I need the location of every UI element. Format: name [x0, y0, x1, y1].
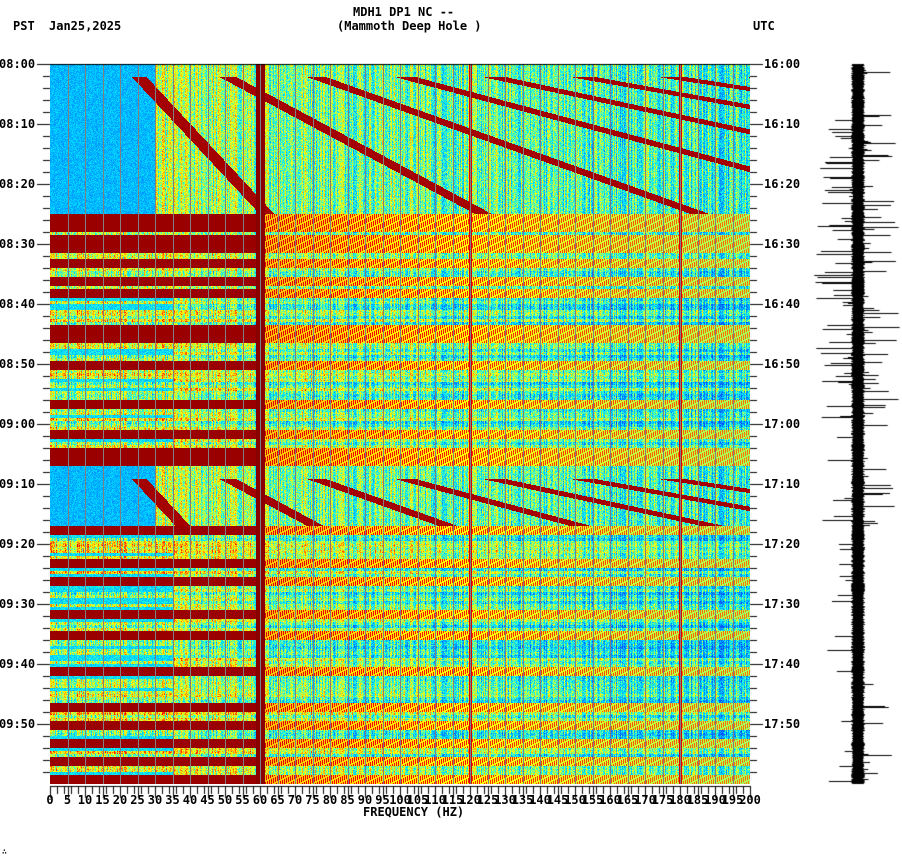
x-tick-label: 100: [389, 793, 411, 807]
x-tick-label: 15: [95, 793, 110, 807]
x-tick-label: 50: [217, 793, 233, 807]
x-tick-label: 165: [616, 793, 639, 807]
x-tick-label: 55: [235, 793, 250, 807]
y-tick-label-utc: 16:20: [764, 177, 801, 191]
x-tick-label: 65: [270, 793, 285, 807]
corner-mark: ∴: [2, 847, 7, 856]
x-tick-label: 45: [200, 793, 215, 807]
x-tick-label: 200: [739, 793, 761, 807]
y-tick-label-pst: 09:10: [0, 477, 36, 491]
x-tick-label: 140: [529, 793, 551, 807]
x-tick-label: 150: [564, 793, 586, 807]
x-tick-label: 120: [459, 793, 481, 807]
x-tick-label: 40: [182, 793, 198, 807]
x-tick-label: 110: [424, 793, 446, 807]
y-tick-label-pst: 09:20: [0, 537, 36, 551]
x-tick-label: 10: [77, 793, 93, 807]
x-axis-title: FREQUENCY (HZ): [363, 805, 465, 819]
y-tick-label-utc: 16:10: [764, 117, 801, 131]
x-tick-label: 75: [305, 793, 320, 807]
y-tick-label-utc: 17:10: [764, 477, 801, 491]
y-tick-label-pst: 08:10: [0, 117, 36, 131]
y-tick-label-utc: 16:00: [764, 57, 801, 71]
y-tick-label-utc: 17:30: [764, 597, 801, 611]
y-tick-label-pst: 08:40: [0, 297, 36, 311]
x-tick-label: 90: [357, 793, 373, 807]
x-tick-label: 0: [46, 793, 54, 807]
x-tick-label: 25: [130, 793, 145, 807]
x-tick-label: 35: [165, 793, 180, 807]
x-tick-label: 185: [686, 793, 709, 807]
x-tick-label: 85: [340, 793, 355, 807]
y-tick-label-pst: 09:30: [0, 597, 36, 611]
y-tick-label-utc: 16:30: [764, 237, 801, 251]
y-tick-label-utc: 16:40: [764, 297, 801, 311]
x-tick-label: 135: [511, 793, 534, 807]
x-tick-label: 30: [147, 793, 163, 807]
x-tick-label: 60: [252, 793, 268, 807]
x-tick-label: 130: [494, 793, 516, 807]
x-tick-label: 170: [634, 793, 656, 807]
x-tick-label: 5: [63, 793, 72, 807]
y-tick-label-utc: 16:50: [764, 357, 801, 371]
y-tick-label-pst: 08:00: [0, 57, 36, 71]
x-tick-label: 105: [406, 793, 429, 807]
y-tick-label-pst: 09:00: [0, 417, 36, 431]
y-tick-label-utc: 17:40: [764, 657, 801, 671]
x-tick-label: 155: [581, 793, 604, 807]
x-tick-label: 70: [287, 793, 303, 807]
x-tick-label: 145: [546, 793, 569, 807]
x-tick-label: 20: [112, 793, 128, 807]
x-tick-label: 80: [322, 793, 338, 807]
y-tick-label-pst: 08:30: [0, 237, 36, 251]
seismogram-trace: [810, 60, 902, 790]
x-tick-label: 115: [441, 793, 464, 807]
y-tick-label-pst: 09:50: [0, 717, 36, 731]
y-tick-label-utc: 17:00: [764, 417, 801, 431]
x-tick-label: 175: [651, 793, 674, 807]
x-tick-label: 180: [669, 793, 691, 807]
x-tick-label: 195: [721, 793, 744, 807]
y-tick-label-pst: 08:50: [0, 357, 36, 371]
y-tick-label-pst: 09:40: [0, 657, 36, 671]
y-tick-label-utc: 17:50: [764, 717, 801, 731]
x-tick-label: 190: [704, 793, 726, 807]
x-tick-label: 125: [476, 793, 499, 807]
y-tick-label-pst: 08:20: [0, 177, 36, 191]
y-tick-label-utc: 17:20: [764, 537, 801, 551]
x-tick-label: 95: [375, 793, 390, 807]
x-tick-label: 160: [599, 793, 621, 807]
